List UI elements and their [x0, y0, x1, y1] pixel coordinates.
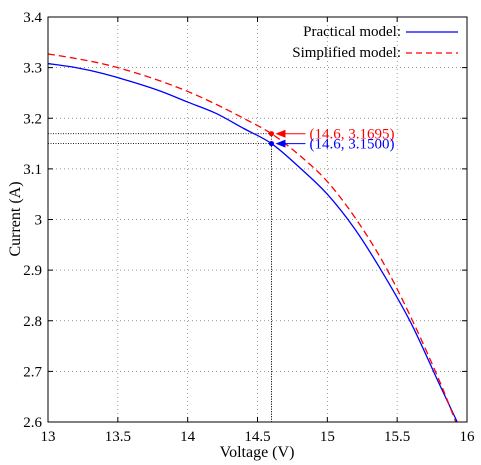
x-tick-label: 16: [460, 429, 476, 445]
series-line-practical: [48, 62, 458, 422]
y-tick-label: 3.1: [23, 162, 42, 178]
x-tick-label: 14.5: [244, 429, 270, 445]
annotation-arrow-head: [275, 139, 286, 148]
x-tick-label: 13: [41, 429, 56, 445]
y-tick-label: 2.7: [23, 364, 42, 380]
plot-background: [48, 17, 467, 422]
annotation-label: (14.6, 3.1695): [309, 127, 394, 143]
annotation-label: (14.6, 3.1500): [309, 137, 394, 153]
legend: Practical model: Simplified model:: [292, 24, 458, 61]
legend-label-simplified: Simplified model:: [292, 45, 401, 61]
y-tick-label: 2.8: [23, 314, 42, 330]
y-tick-label: 3.4: [23, 10, 42, 26]
x-tick-label: 14: [180, 429, 196, 445]
y-tick-label: 3.2: [23, 111, 42, 127]
x-tick-label: 13.5: [105, 429, 131, 445]
y-axis-label: Current (A): [7, 181, 24, 256]
y-tick-label: 3.3: [23, 61, 42, 77]
series-layer: [48, 53, 458, 422]
x-axis-label: Voltage (V): [220, 444, 295, 461]
tick-layer: 13 13.5 14 14.5 15 15.5 16 2.6 2.7 2.8 2.9 3 3.1 3.2 3…: [23, 10, 475, 445]
x-tick-label: 15: [320, 429, 335, 445]
y-tick-label: 3: [35, 213, 43, 229]
point-marker: [268, 140, 275, 147]
annotation-layer: (14.6, 3.1695)(14.6, 3.1500): [275, 127, 394, 153]
guide-lines: [48, 133, 272, 422]
series-line-simplified: [48, 53, 457, 422]
marker-layer: [268, 131, 275, 147]
y-tick-label: 2.9: [23, 263, 42, 279]
point-marker: [268, 131, 275, 137]
legend-label-practical: Practical model:: [303, 24, 401, 40]
x-tick-label: 15.5: [384, 429, 410, 445]
annotation-arrow-head: [275, 129, 286, 138]
y-tick-label: 2.6: [23, 415, 42, 431]
